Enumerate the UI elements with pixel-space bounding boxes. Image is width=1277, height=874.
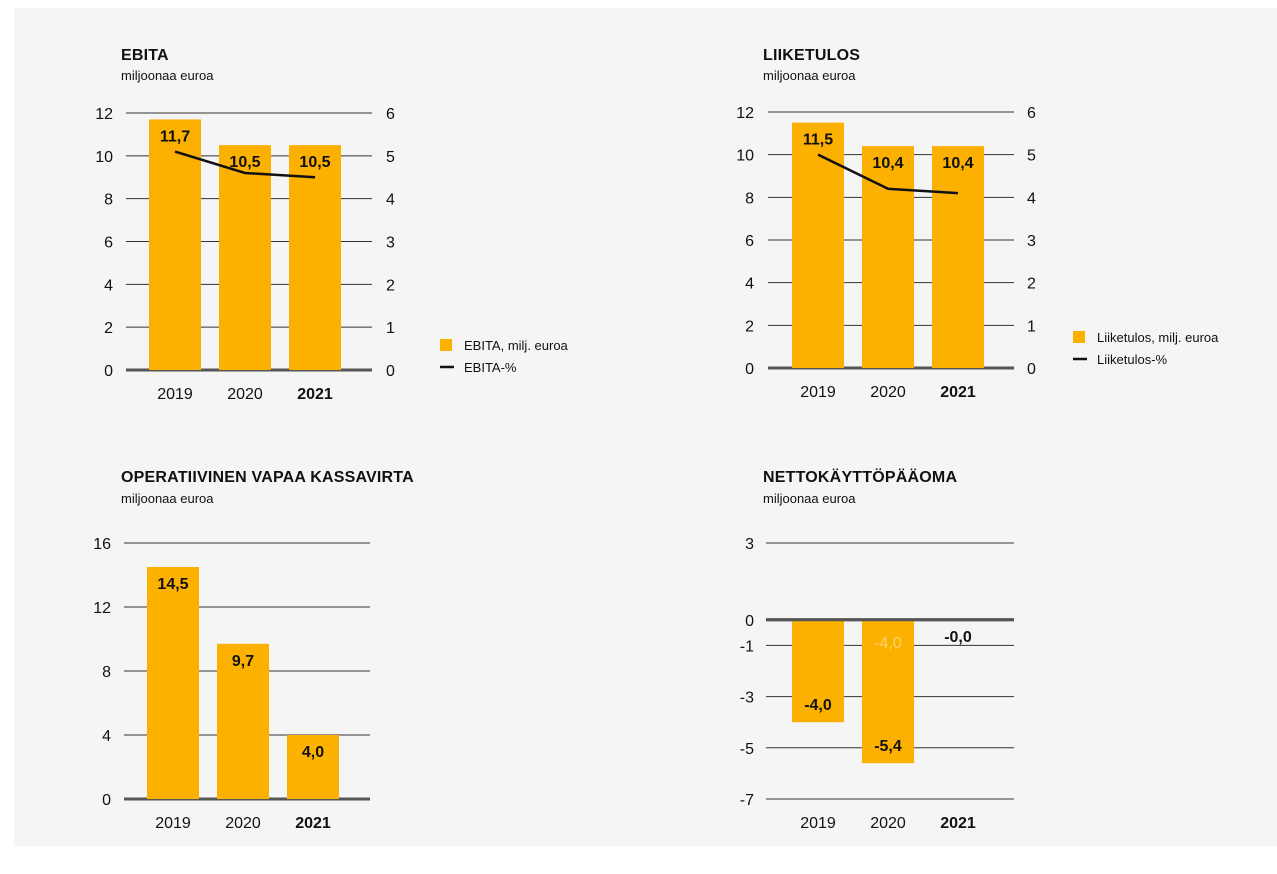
data-label: 11,5: [803, 132, 833, 149]
y2-tick-label: 0: [1027, 361, 1036, 378]
y-tick-label: 12: [95, 106, 113, 123]
bar: [149, 119, 201, 370]
chart-title: EBITA: [121, 47, 169, 64]
x-tick-label: 2020: [870, 815, 906, 832]
y2-tick-label: 1: [1027, 318, 1036, 335]
bar: [147, 567, 199, 799]
y-tick-label: 4: [104, 277, 113, 294]
y2-tick-label: 6: [386, 106, 395, 123]
y2-tick-label: 3: [1027, 233, 1036, 250]
data-label: 10,5: [229, 154, 260, 171]
y-tick-label: 8: [102, 664, 111, 681]
y-tick-label: 10: [95, 149, 113, 166]
data-label: 10,5: [299, 154, 330, 171]
x-tick-label: 2020: [225, 815, 261, 832]
x-tick-label: 2021: [297, 386, 333, 403]
legend-swatch-bar: [1073, 331, 1085, 343]
y2-tick-label: 5: [386, 149, 395, 166]
x-tick-label: 2019: [800, 384, 836, 401]
y-tick-label: 4: [102, 728, 111, 745]
bar: [862, 146, 914, 368]
legend-label: Liiketulos, milj. euroa: [1097, 330, 1219, 345]
bar: [932, 146, 984, 368]
y-tick-label: 12: [93, 600, 111, 617]
data-label: -5,4: [874, 738, 902, 755]
x-tick-label: 2021: [940, 384, 976, 401]
y-tick-label: 3: [745, 536, 754, 553]
x-tick-label: 2019: [800, 815, 836, 832]
y2-tick-label: 3: [386, 235, 395, 252]
y-tick-label: 2: [104, 320, 113, 337]
y-tick-label: 0: [745, 613, 754, 630]
bar: [217, 643, 269, 799]
bar: [219, 145, 271, 370]
x-tick-label: 2021: [940, 815, 976, 832]
chart-title: LIIKETULOS: [763, 47, 861, 64]
line-series: [174, 150, 316, 179]
data-label: 11,7: [160, 128, 190, 145]
y2-tick-label: 5: [1027, 148, 1036, 165]
x-tick-label: 2020: [227, 386, 263, 403]
chart-title: OPERATIIVINEN VAPAA KASSAVIRTA: [121, 469, 414, 486]
y-tick-label: -5: [740, 741, 754, 758]
y-tick-label: 0: [102, 792, 111, 809]
legend-label: EBITA-%: [464, 360, 517, 375]
bar: [792, 619, 844, 723]
y-tick-label: -7: [740, 792, 754, 809]
chart-subtitle: miljoonaa euroa: [121, 491, 214, 506]
y-tick-label: 6: [104, 235, 113, 252]
y-tick-label: 6: [745, 233, 754, 250]
data-label: 4,0: [302, 744, 324, 761]
legend-swatch-bar: [440, 339, 452, 351]
y2-tick-label: 6: [1027, 105, 1036, 122]
y-tick-label: 16: [93, 536, 111, 553]
y-tick-label: -1: [740, 638, 754, 655]
data-label: -4,0: [804, 697, 832, 714]
legend-label: EBITA, milj. euroa: [464, 338, 569, 353]
ghost-data-label: -4,0: [874, 635, 902, 652]
y2-tick-label: 4: [1027, 190, 1036, 207]
y2-tick-label: 1: [386, 320, 395, 337]
y-tick-label: 4: [745, 276, 754, 293]
y-tick-label: 8: [104, 192, 113, 209]
kassavirta-chart: OPERATIIVINEN VAPAA KASSAVIRTA miljoonaa…: [93, 469, 414, 832]
chart-title: NETTOKÄYTTÖPÄÄOMA: [763, 469, 958, 486]
y-tick-label: 8: [745, 190, 754, 207]
y2-tick-label: 4: [386, 192, 395, 209]
y-tick-label: 0: [104, 363, 113, 380]
line-series: [817, 153, 959, 195]
data-label: -0,0: [944, 629, 972, 646]
bar: [287, 735, 339, 799]
chart-subtitle: miljoonaa euroa: [121, 68, 214, 83]
x-tick-label: 2019: [157, 386, 193, 403]
liiketulos-chart: LIIKETULOS miljoonaa euroa 0 2 4 6 8 10 12 2019…: [0, 0, 1277, 430]
data-label: 10,4: [872, 155, 903, 172]
data-label: 9,7: [232, 653, 254, 670]
data-label: 14,5: [157, 576, 188, 593]
data-label: 10,4: [942, 155, 973, 172]
bar: [289, 145, 341, 370]
y2-tick-label: 2: [1027, 276, 1036, 293]
x-tick-label: 2019: [155, 815, 191, 832]
y-tick-label: 12: [736, 105, 754, 122]
y-tick-label: 0: [745, 361, 754, 378]
chart-subtitle: miljoonaa euroa: [763, 68, 856, 83]
x-tick-label: 2021: [295, 815, 331, 832]
x-tick-label: 2020: [870, 384, 906, 401]
y-tick-label: 2: [745, 318, 754, 335]
bar: [862, 619, 914, 764]
y2-tick-label: 2: [386, 277, 395, 294]
chart-subtitle: miljoonaa euroa: [763, 491, 856, 506]
legend-label: Liiketulos-%: [1097, 352, 1168, 367]
ebita-chart: EBITA miljoonaa euroa 0 2 4 6 8 10 12 2019 2020 2…: [0, 0, 640, 430]
y-tick-label: 10: [736, 148, 754, 165]
y2-tick-label: 0: [386, 363, 395, 380]
kassavirta-plot: 0 4 8 12 16 2019 2020 2021 14,5 9,7 4,0: [93, 536, 370, 832]
y-tick-label: -3: [740, 690, 754, 707]
